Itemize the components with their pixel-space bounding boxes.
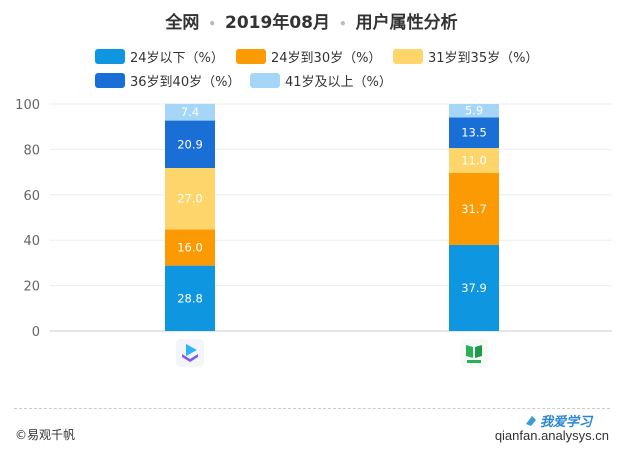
chart-title: 全网 • 2019年08月 • 用户属性分析 (0, 8, 623, 33)
title-period: 2019年08月 (225, 13, 330, 33)
bar-segment (449, 148, 499, 174)
y-tick-label: 40 (23, 234, 40, 249)
footer-divider (14, 408, 610, 409)
y-tick-label: 80 (23, 143, 40, 158)
y-tick-label: 100 (15, 98, 40, 113)
app-icon-2 (460, 339, 488, 367)
bar-value-label: 11.0 (461, 154, 487, 168)
legend-swatch (236, 49, 266, 64)
legend-swatch (95, 73, 125, 88)
legend-item: 24岁到30岁（%） (236, 47, 381, 66)
y-tick-label: 20 (23, 280, 40, 295)
y-tick-label: 60 (23, 189, 40, 204)
legend-item: 41岁及以上（%） (250, 71, 392, 90)
bar-segment (165, 168, 215, 230)
title-separator: • (338, 17, 347, 31)
legend-swatch (95, 49, 125, 64)
bar-segment (165, 103, 215, 121)
legend-label: 36岁到40岁（%） (130, 75, 241, 90)
bar-segment (449, 173, 499, 245)
bar-value-label: 20.9 (177, 137, 203, 151)
legend-item: 24岁以下（%） (95, 47, 224, 66)
source-url: qianfan.analysys.cn (494, 428, 609, 443)
bar-segment (449, 117, 499, 149)
bar-value-label: 7.4 (181, 105, 199, 119)
legend-item: 36岁到40岁（%） (95, 71, 240, 90)
bar-value-label: 16.0 (177, 240, 203, 254)
bar-value-label: 13.5 (461, 126, 487, 140)
title-scope: 全网 (165, 13, 200, 33)
legend-label: 24岁到30岁（%） (271, 51, 382, 66)
legend-swatch (393, 49, 423, 64)
title-separator: • (208, 17, 216, 31)
app-icon-1 (176, 339, 204, 367)
chart-legend: 24岁以下（%） 24岁到30岁（%） 31岁到35岁（%） 36岁到40岁（%） 41… (0, 0, 623, 100)
bar-value-label: 27.0 (177, 192, 203, 206)
bar-value-label: 28.8 (177, 291, 203, 305)
bar-segment (165, 120, 215, 169)
bar-segment (165, 229, 215, 266)
title-subject: 用户属性分析 (355, 13, 458, 33)
legend-swatch (250, 73, 280, 88)
bar-segment (449, 104, 499, 118)
watermark-logo: 我爱学习 (526, 414, 594, 430)
bar-value-label: 37.9 (461, 281, 487, 295)
y-tick-label: 0 (32, 325, 40, 340)
bar-value-label: 31.7 (461, 202, 487, 216)
legend-item: 31岁到35岁（%） (393, 47, 538, 66)
bar-segment (449, 244, 499, 331)
legend-label: 31岁到35岁（%） (428, 51, 539, 66)
watermark-text: 我爱学习 (540, 414, 594, 430)
legend-label: 24岁以下（%） (130, 51, 224, 66)
bar-value-label: 5.9 (465, 104, 483, 118)
source-credit: ©易观千帆 (15, 428, 76, 442)
bar-segment (165, 265, 215, 331)
stacked-bar-chart: 0 20 40 60 80 100 28.8 16.0 27.0 20.9 7.4 37.9 31.7 1… (15, 98, 612, 367)
legend-label: 41岁及以上（%） (285, 75, 392, 90)
